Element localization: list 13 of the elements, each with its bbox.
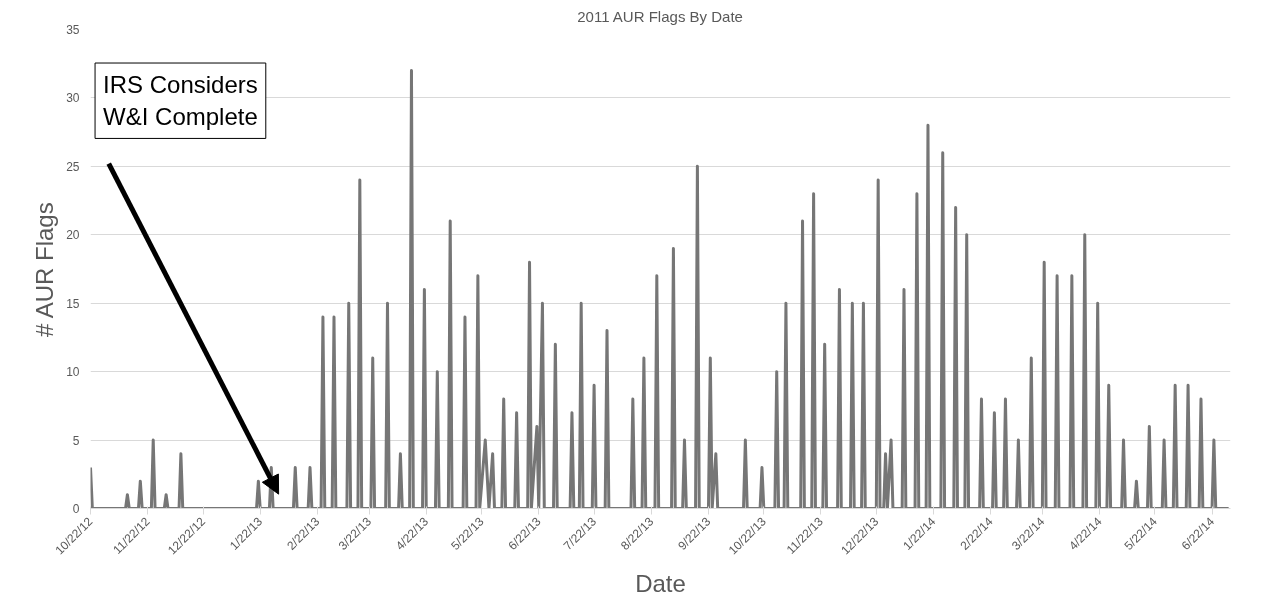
y-tick-label: 15 <box>66 296 80 311</box>
y-tick-label: 10 <box>66 365 80 380</box>
annotation: IRS Considers W&I Complete <box>103 71 258 131</box>
y-tick-label: 0 <box>72 502 80 516</box>
line-series <box>90 69 1231 509</box>
y-axis-title: # AUR Flags <box>31 202 59 338</box>
y-tick-label: 35 <box>66 23 80 37</box>
y-tick-label: 5 <box>72 433 80 448</box>
x-axis-title: Date <box>635 570 686 598</box>
y-tick-label: 20 <box>66 228 80 243</box>
y-tick-label: 25 <box>66 159 80 174</box>
chart-title: 2011 AUR Flags By Date <box>577 7 743 25</box>
y-tick-label: 30 <box>66 91 80 106</box>
